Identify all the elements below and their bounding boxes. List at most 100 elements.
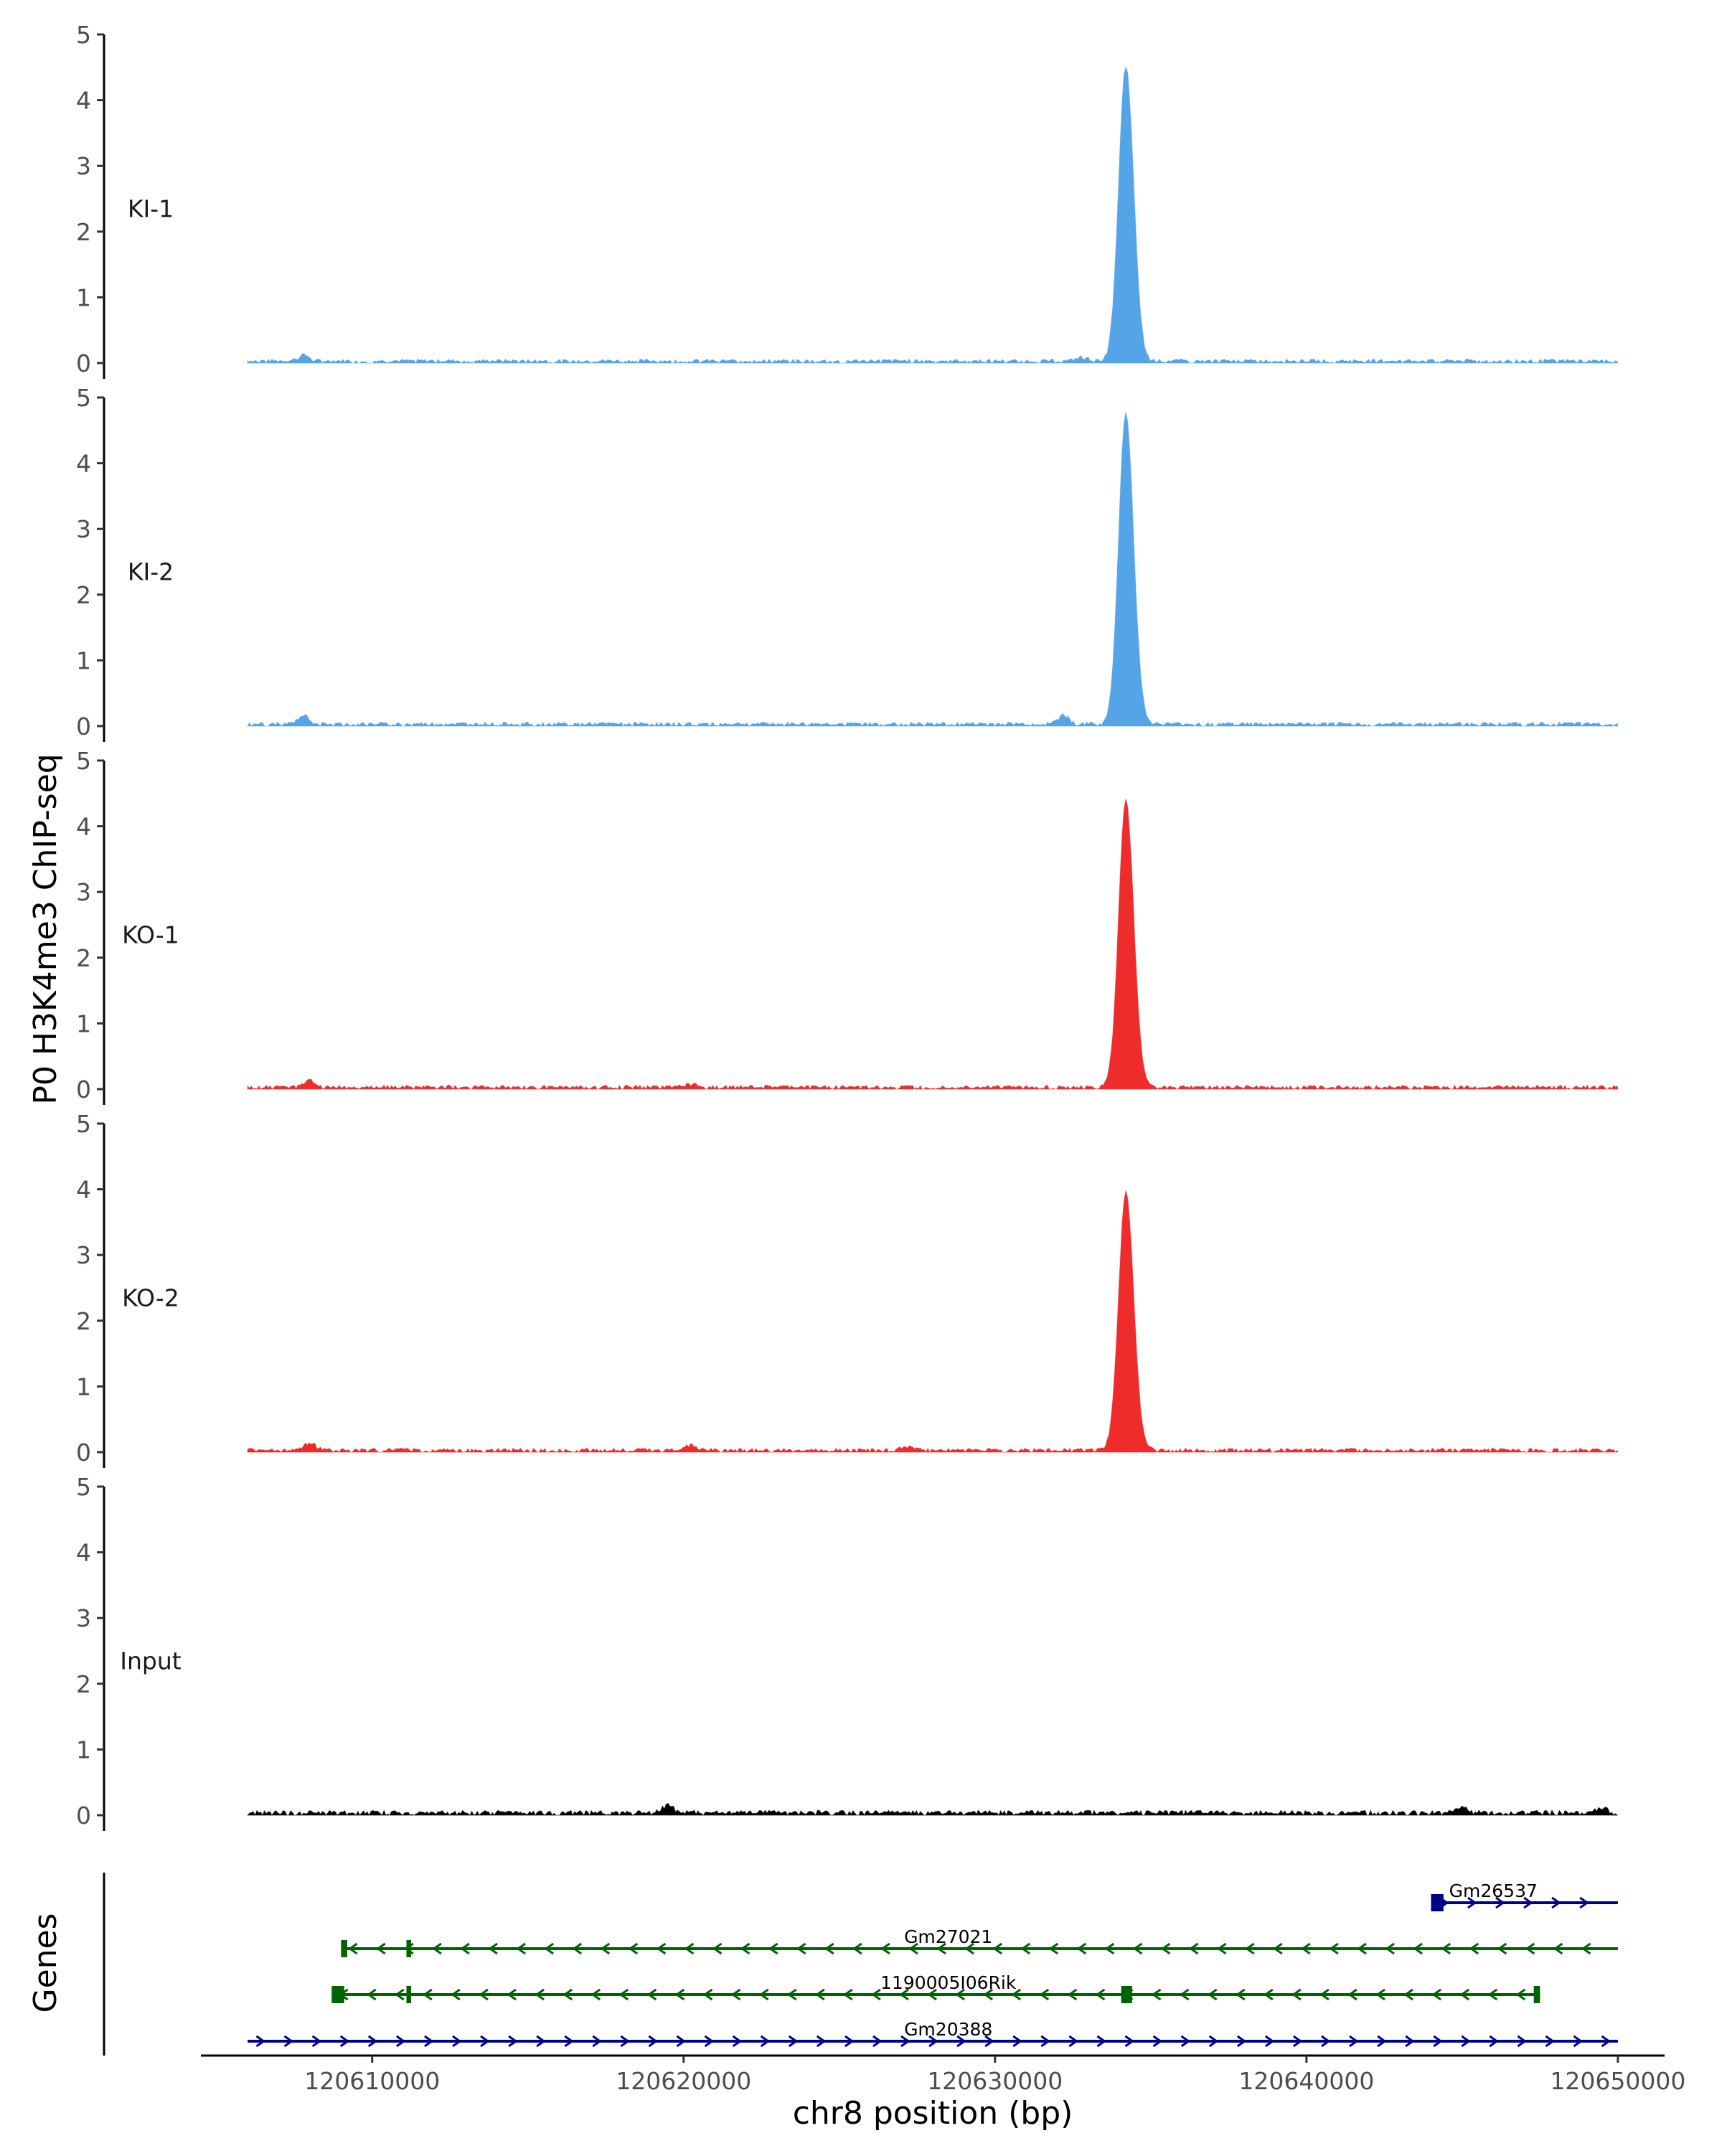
y-tick-label: 4 bbox=[76, 1176, 91, 1204]
strand-chevron bbox=[936, 1942, 946, 1955]
strand-chevron bbox=[1124, 2035, 1135, 2048]
strand-chevron bbox=[423, 1988, 433, 2001]
strand-chevron bbox=[1321, 2035, 1331, 2048]
strand-chevron bbox=[1551, 1896, 1561, 1909]
strand-chevron bbox=[376, 1942, 386, 1955]
strand-chevron bbox=[730, 1988, 741, 2001]
strand-chevron bbox=[311, 2035, 322, 2048]
strand-chevron bbox=[1489, 2035, 1499, 2048]
gene-gm26537: Gm26537 bbox=[1431, 1880, 1618, 1911]
strand-chevron bbox=[1403, 1988, 1413, 2001]
strand-chevron bbox=[984, 2035, 994, 2048]
strand-chevron bbox=[452, 2035, 462, 2048]
strand-chevron bbox=[339, 2035, 350, 2048]
strand-chevron bbox=[1441, 1942, 1452, 1955]
gene-exon bbox=[406, 1986, 411, 2003]
track-ko-1: 0 1 2 3 4 5 KO-1 bbox=[76, 747, 1619, 1105]
strand-chevron bbox=[507, 1988, 517, 2001]
strand-chevron bbox=[1405, 2035, 1415, 2048]
strand-chevron bbox=[1217, 1942, 1227, 1955]
strand-chevron bbox=[628, 1942, 639, 1955]
strand-chevron bbox=[1413, 1942, 1423, 1955]
gene-exon bbox=[331, 1986, 344, 2003]
strand-chevron bbox=[1011, 1988, 1022, 2001]
x-tick-label: 120620000 bbox=[616, 2067, 751, 2095]
x-axis-title: chr8 position (bp) bbox=[793, 2095, 1073, 2132]
strand-chevron bbox=[702, 1988, 713, 2001]
strand-chevron bbox=[488, 1942, 498, 1955]
signal-area-ki-1 bbox=[247, 66, 1619, 364]
strand-chevron bbox=[592, 2035, 602, 2048]
y-tick-label: 1 bbox=[76, 1373, 91, 1401]
genes-panel-title: Genes bbox=[27, 1913, 64, 2013]
y-tick-label: 0 bbox=[76, 1075, 91, 1103]
strand-chevron bbox=[815, 1988, 825, 2001]
gene-exon bbox=[406, 1940, 411, 1957]
strand-chevron bbox=[283, 2035, 294, 2048]
strand-chevron bbox=[964, 1942, 974, 1955]
strand-chevron bbox=[1292, 2035, 1303, 2048]
strand-chevron bbox=[1553, 1942, 1563, 1955]
y-tick-label: 3 bbox=[76, 1241, 91, 1269]
y-tick-label: 3 bbox=[76, 1604, 91, 1632]
strand-chevron bbox=[899, 1988, 909, 2001]
strand-chevron bbox=[479, 1988, 489, 2001]
x-tick-label: 120630000 bbox=[927, 2067, 1063, 2095]
x-tick-label: 120610000 bbox=[304, 2067, 440, 2095]
strand-chevron bbox=[1292, 1988, 1302, 2001]
y-tick-label: 0 bbox=[76, 712, 91, 740]
strand-chevron bbox=[1385, 1942, 1395, 1955]
strand-chevron bbox=[843, 1988, 853, 2001]
strand-chevron bbox=[1264, 1988, 1274, 2001]
y-tick-label: 0 bbox=[76, 349, 91, 377]
y-tick-label: 1 bbox=[76, 283, 91, 311]
gene-label: Gm26537 bbox=[1449, 1880, 1538, 1901]
y-tick-label: 0 bbox=[76, 1802, 91, 1830]
strand-chevron bbox=[1467, 1896, 1477, 1909]
gene-gm27021: Gm27021 bbox=[341, 1926, 1618, 1957]
x-tick-label: 120640000 bbox=[1238, 2067, 1374, 2095]
strand-chevron bbox=[732, 2035, 743, 2048]
strand-chevron bbox=[768, 1942, 778, 1955]
y-tick-label: 3 bbox=[76, 878, 91, 906]
gene-exon bbox=[341, 1940, 347, 1957]
strand-chevron bbox=[927, 1988, 937, 2001]
strand-chevron bbox=[824, 1942, 834, 1955]
strand-chevron bbox=[928, 2035, 938, 2048]
strand-chevron bbox=[1375, 1988, 1385, 2001]
strand-chevron bbox=[1495, 1896, 1505, 1909]
strand-chevron bbox=[787, 1988, 797, 2001]
y-tick-label: 3 bbox=[76, 152, 91, 180]
y-tick-label: 4 bbox=[76, 1539, 91, 1567]
strand-chevron bbox=[1208, 2035, 1219, 2048]
strand-chevron bbox=[572, 1942, 583, 1955]
y-tick-label: 2 bbox=[76, 218, 91, 246]
strand-chevron bbox=[423, 2035, 434, 2048]
strand-chevron bbox=[1357, 1942, 1367, 1955]
strand-chevron bbox=[1068, 2035, 1078, 2048]
strand-chevron bbox=[872, 2035, 883, 2048]
strand-chevron bbox=[1180, 2035, 1191, 2048]
strand-chevron bbox=[1515, 1988, 1526, 2001]
y-tick-label: 4 bbox=[76, 87, 91, 115]
strand-chevron bbox=[844, 2035, 855, 2048]
y-tick-label: 5 bbox=[76, 1473, 91, 1501]
track-label: KI-2 bbox=[128, 558, 174, 586]
strand-chevron bbox=[674, 1988, 685, 2001]
strand-chevron bbox=[536, 2035, 546, 2048]
y-tick-label: 1 bbox=[76, 646, 91, 674]
strand-chevron bbox=[1020, 1942, 1031, 1955]
strand-chevron bbox=[1151, 1988, 1162, 2001]
strand-chevron bbox=[788, 2035, 799, 2048]
strand-chevron bbox=[1433, 2035, 1443, 2048]
strand-chevron bbox=[684, 1942, 695, 1955]
strand-chevron bbox=[432, 1942, 442, 1955]
gene-label: 1190005I06Rik bbox=[880, 1972, 1017, 1993]
track-ki-2: 0 1 2 3 4 5 KI-2 bbox=[76, 384, 1619, 742]
strand-chevron bbox=[1132, 1942, 1143, 1955]
y-tick-label: 2 bbox=[76, 1670, 91, 1698]
track-ko-2: 0 1 2 3 4 5 KO-2 bbox=[76, 1110, 1619, 1468]
strand-chevron bbox=[648, 2035, 658, 2048]
strand-chevron bbox=[1236, 1988, 1246, 2001]
